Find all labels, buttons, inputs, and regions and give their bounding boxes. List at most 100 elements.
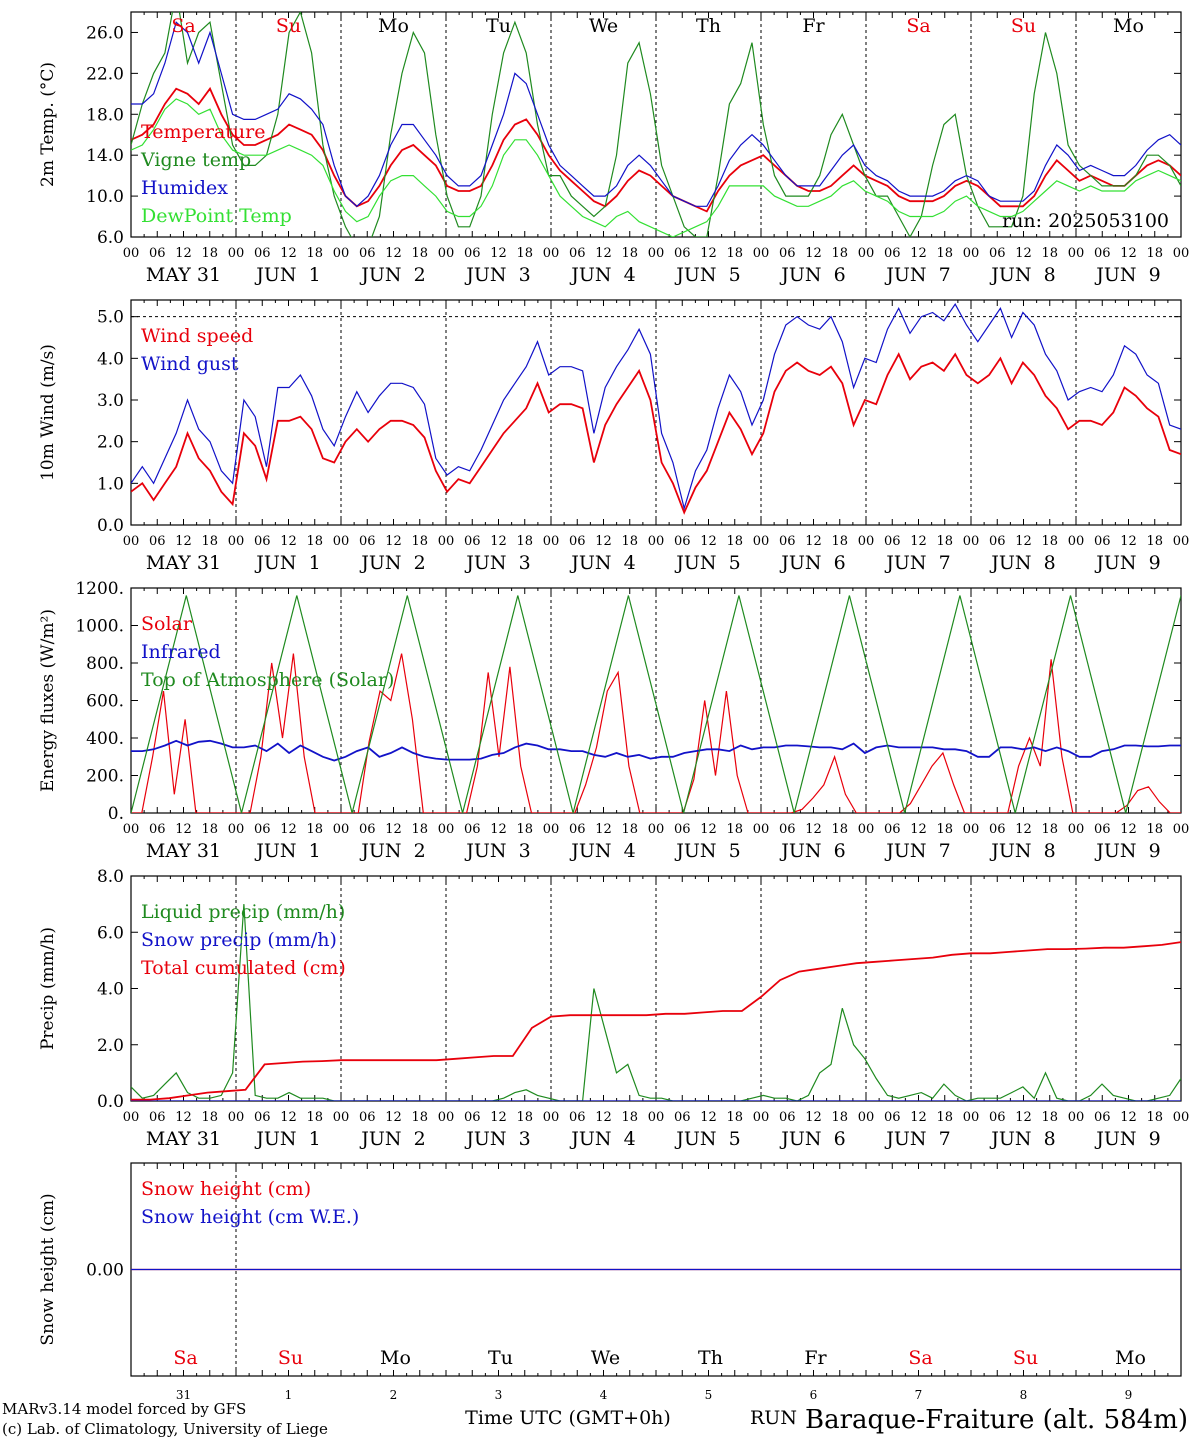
hour-tick-label: 12 <box>1015 246 1032 261</box>
hour-tick-label: 06 <box>149 822 166 837</box>
hour-tick-label: 00 <box>1068 246 1085 261</box>
hour-tick-label: 06 <box>674 534 691 549</box>
series-line-3 <box>131 595 1181 813</box>
hour-tick-label: 18 <box>516 534 533 549</box>
hour-tick-label: 12 <box>490 822 507 837</box>
date-label: JUN 8 <box>989 552 1055 574</box>
hour-tick-label: 12 <box>700 246 717 261</box>
hour-tick-label: 00 <box>753 822 770 837</box>
date-label: JUN 3 <box>464 264 530 286</box>
hour-tick-label: 12 <box>1120 534 1137 549</box>
hour-tick-label: 18 <box>516 822 533 837</box>
hour-tick-label: 00 <box>963 534 980 549</box>
hour-tick-label: 06 <box>884 534 901 549</box>
date-label: JUN 9 <box>1094 264 1160 286</box>
hour-tick-label: 18 <box>726 822 743 837</box>
y-tick-label: 200. <box>86 767 124 787</box>
hour-tick-label: 18 <box>411 822 428 837</box>
series-line-1 <box>131 653 1181 813</box>
y-tick-label: 0. <box>108 804 124 824</box>
hour-tick-label: 00 <box>648 822 665 837</box>
hour-tick-label: 18 <box>411 1110 428 1125</box>
date-label: JUN 8 <box>989 264 1055 286</box>
date-label: JUN 2 <box>359 840 425 862</box>
hour-tick-label: 18 <box>726 1110 743 1125</box>
day-name: Th <box>698 1347 723 1369</box>
hour-tick-label: 06 <box>779 246 796 261</box>
hour-tick-label: 06 <box>569 1110 586 1125</box>
hour-tick-label: 00 <box>333 822 350 837</box>
hour-tick-label: 18 <box>411 246 428 261</box>
panel-4: 0.0 2.0 4.0 6.0 8.0 Precip (mm/h) Liquid preci… <box>38 867 1189 1150</box>
y-axis-label: 10m Wind (m/s) <box>38 344 58 481</box>
date-label: JUN 5 <box>674 264 740 286</box>
day-name: Mo <box>378 15 409 37</box>
hour-tick-label: 18 <box>201 534 218 549</box>
series-line-2 <box>131 12 1181 237</box>
y-tick-label: 8.0 <box>97 867 124 887</box>
day-number: 9 <box>1125 1388 1133 1402</box>
hour-tick-label: 12 <box>595 1110 612 1125</box>
day-number: 3 <box>495 1388 503 1402</box>
hour-tick-label: 12 <box>595 822 612 837</box>
day-name: Mo <box>1113 15 1144 37</box>
hour-tick-label: 00 <box>438 1110 455 1125</box>
hour-tick-label: 00 <box>228 246 245 261</box>
hour-tick-label: 00 <box>228 534 245 549</box>
hour-tick-label: 06 <box>1094 1110 1111 1125</box>
y-tick-label: 22.0 <box>86 64 124 84</box>
date-label: JUN 4 <box>569 1128 635 1150</box>
y-tick-label: 3.0 <box>97 391 124 411</box>
date-label: MAY 31 <box>146 264 221 286</box>
legend-entry: Snow precip (mm/h) <box>141 929 337 951</box>
hour-tick-label: 00 <box>963 822 980 837</box>
hour-tick-label: 00 <box>333 1110 350 1125</box>
day-name: Mo <box>1115 1347 1146 1369</box>
hour-tick-label: 00 <box>123 534 140 549</box>
hour-tick-label: 12 <box>1015 534 1032 549</box>
date-label: MAY 31 <box>146 552 221 574</box>
series-line-1 <box>131 86 1181 213</box>
y-tick-label: 0.0 <box>97 1092 124 1112</box>
hour-tick-label: 18 <box>201 246 218 261</box>
footer: MARv3.14 model forced by GFS (c) Lab. of… <box>2 1400 1188 1438</box>
hour-tick-label: 12 <box>385 822 402 837</box>
day-name: Tu <box>488 1347 513 1369</box>
date-label: JUN 2 <box>359 1128 425 1150</box>
y-axis-label: Snow height (cm) <box>38 1193 58 1345</box>
hour-tick-label: 12 <box>490 246 507 261</box>
hour-tick-label: 12 <box>385 534 402 549</box>
hour-tick-label: 06 <box>1094 246 1111 261</box>
hour-tick-label: 00 <box>648 246 665 261</box>
hour-tick-label: 06 <box>254 246 271 261</box>
hour-tick-label: 12 <box>490 1110 507 1125</box>
date-label: JUN 3 <box>464 552 530 574</box>
date-label: JUN 1 <box>254 840 320 862</box>
date-label: JUN 9 <box>1094 840 1160 862</box>
hour-tick-label: 00 <box>753 246 770 261</box>
date-label: JUN 8 <box>989 1128 1055 1150</box>
hour-tick-label: 18 <box>1041 822 1058 837</box>
hour-tick-label: 18 <box>621 246 638 261</box>
hour-tick-label: 12 <box>805 246 822 261</box>
hour-tick-label: 06 <box>359 1110 376 1125</box>
legend-entry: Infrared <box>141 641 221 663</box>
date-label: JUN 4 <box>569 264 635 286</box>
y-tick-label: 4.0 <box>97 980 124 1000</box>
series-line-1 <box>131 904 1181 1101</box>
panel-2: 0.0 1.0 2.0 3.0 4.0 5.0 10m Wind (m/s) Wind spe… <box>38 299 1189 574</box>
hour-tick-label: 18 <box>1146 822 1163 837</box>
hour-tick-label: 00 <box>648 1110 665 1125</box>
legend-entry: Snow height (cm W.E.) <box>141 1206 359 1228</box>
hour-tick-label: 12 <box>175 534 192 549</box>
hour-tick-label: 06 <box>884 1110 901 1125</box>
hour-tick-label: 18 <box>621 1110 638 1125</box>
legend-entry: Liquid precip (mm/h) <box>141 901 345 923</box>
day-name: Sa <box>906 15 930 37</box>
y-tick-label: 5.0 <box>97 308 124 328</box>
hour-tick-label: 18 <box>306 534 323 549</box>
hour-tick-label: 12 <box>175 246 192 261</box>
hour-tick-label: 12 <box>595 534 612 549</box>
hour-tick-label: 06 <box>1094 822 1111 837</box>
day-name: Tu <box>486 15 511 37</box>
